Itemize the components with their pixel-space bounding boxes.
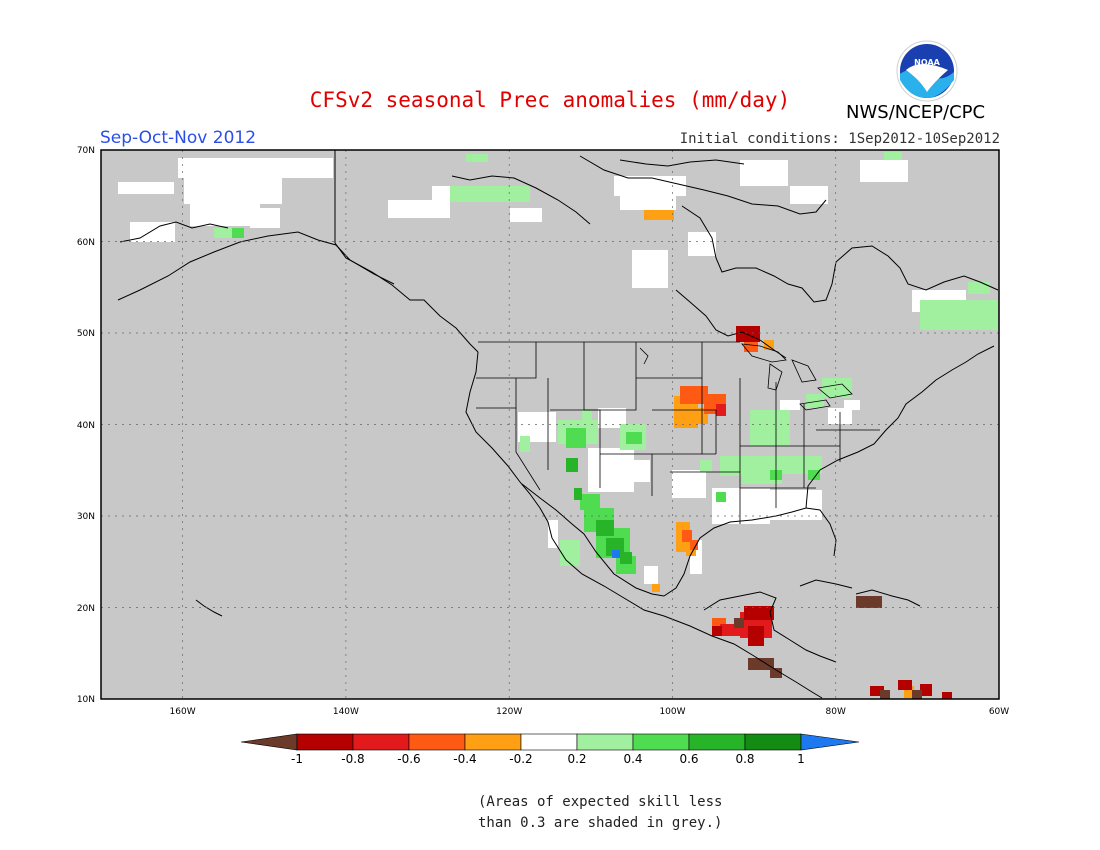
colorbar-swatch — [408, 733, 466, 751]
colorbar-label: -0.2 — [509, 752, 532, 766]
colorbar-label: 1 — [797, 752, 805, 766]
lat-label: 10N — [77, 695, 95, 705]
longitude-labels: 160W 140W 120W 100W 80W 60W — [170, 707, 1010, 717]
lon-label: 160W — [170, 707, 196, 717]
logo-text: NOAA — [914, 58, 940, 67]
lat-label: 20N — [77, 604, 95, 614]
colorbar-label: -0.4 — [453, 752, 476, 766]
latitude-labels: 70N 60N 50N 40N 30N 20N 10N — [77, 146, 95, 705]
colorbar-swatch — [520, 733, 578, 751]
colorbar-label: -0.6 — [397, 752, 420, 766]
skill-footnote: (Areas of expected skill less than 0.3 a… — [478, 792, 722, 834]
lat-label: 40N — [77, 421, 95, 431]
colorbar-label: 0.2 — [567, 752, 586, 766]
footnote-line-2: than 0.3 are shaded in grey.) — [478, 815, 723, 831]
lat-label: 60N — [77, 238, 95, 248]
colorbar — [240, 733, 860, 751]
colorbar-swatch — [576, 733, 634, 751]
map-frame — [100, 149, 1000, 700]
colorbar-labels: -1 -0.8 -0.6 -0.4 -0.2 0.2 0.4 0.6 0.8 1 — [291, 752, 805, 766]
colorbar-swatch — [352, 733, 410, 751]
lon-label: 120W — [496, 707, 522, 717]
colorbar-swatch — [688, 733, 746, 751]
coastlines — [117, 150, 999, 699]
colorbar-label: -0.8 — [341, 752, 364, 766]
colorbar-label: -1 — [291, 752, 303, 766]
initial-conditions-label: Initial conditions: 1Sep2012-10Sep2012 — [679, 131, 1000, 147]
noaa-logo: NOAA — [896, 40, 958, 102]
lon-label: 140W — [333, 707, 359, 717]
anomaly-cells — [118, 152, 998, 699]
lat-label: 30N — [77, 512, 95, 522]
lon-label: 100W — [659, 707, 685, 717]
colorbar-label: 0.8 — [735, 752, 754, 766]
lat-label: 50N — [77, 329, 95, 339]
colorbar-swatch — [744, 733, 802, 751]
colorbar-swatch — [632, 733, 690, 751]
graticule — [101, 150, 999, 699]
colorbar-swatch — [296, 733, 354, 751]
political-borders — [476, 341, 880, 524]
colorbar-arrow-low — [240, 733, 298, 751]
lakes — [639, 343, 853, 411]
colorbar-label: 0.6 — [679, 752, 698, 766]
organization-label: NWS/NCEP/CPC — [846, 102, 986, 123]
footnote-line-1: (Areas of expected skill less — [478, 794, 723, 810]
colorbar-swatch — [464, 733, 522, 751]
lat-label: 70N — [77, 146, 95, 156]
colorbar-label: 0.4 — [623, 752, 642, 766]
lon-label: 60W — [989, 707, 1009, 717]
colorbar-arrow-high — [800, 733, 860, 751]
page-title: CFSv2 seasonal Prec anomalies (mm/day) — [309, 88, 791, 112]
lon-label: 80W — [826, 707, 846, 717]
season-label: Sep-Oct-Nov 2012 — [100, 128, 257, 148]
